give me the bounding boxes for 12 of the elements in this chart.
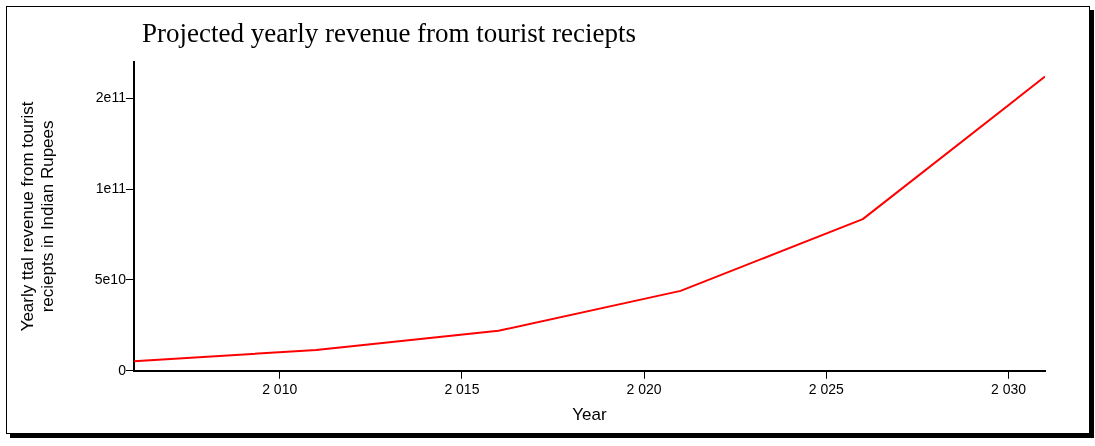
x-axis-title: Year bbox=[572, 405, 607, 425]
chart-title: Projected yearly revenue from tourist reciepts bbox=[142, 18, 637, 49]
y-tick-label: 2e11 bbox=[95, 89, 127, 106]
y-tick-label: 1e11 bbox=[95, 180, 127, 197]
x-tick-label: 2 020 bbox=[626, 381, 662, 398]
y-tick-label: 5e10 bbox=[94, 270, 127, 287]
x-tick-label: 2 030 bbox=[991, 381, 1027, 398]
x-tick-label: 2 015 bbox=[444, 381, 480, 398]
y-axis-title: Yearly ttal revenue from tourist reciepts in Indian Rupees bbox=[17, 101, 58, 332]
x-tick-label: 2 025 bbox=[808, 381, 845, 398]
x-tick-label: 2 010 bbox=[262, 381, 298, 398]
y-tick-label: 0 bbox=[118, 361, 127, 378]
